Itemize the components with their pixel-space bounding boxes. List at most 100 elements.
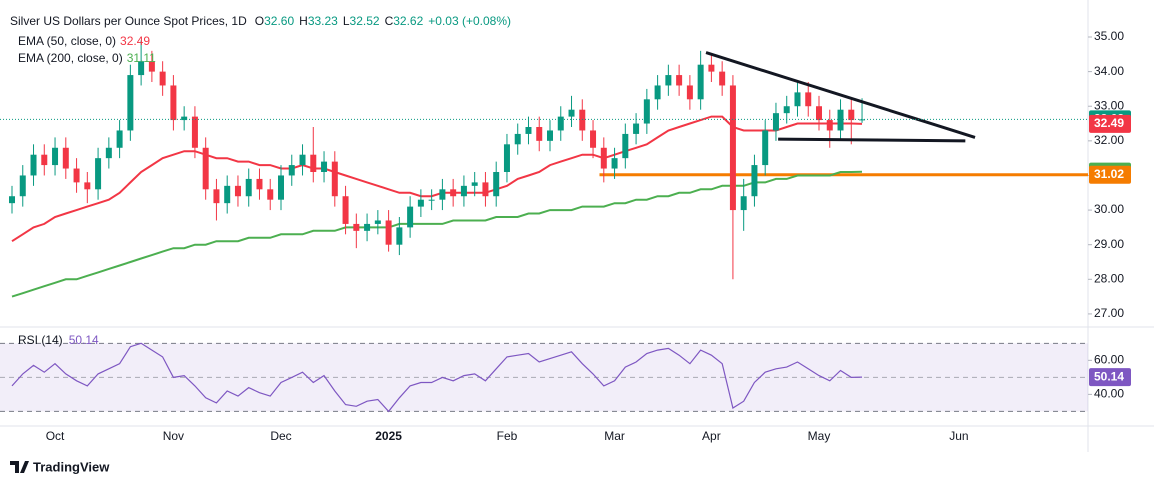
candle-body xyxy=(342,196,349,224)
candle-body xyxy=(364,223,371,231)
candle-body xyxy=(73,168,80,183)
candle-body xyxy=(633,123,640,134)
candle-body xyxy=(697,64,704,100)
candle-body xyxy=(783,106,790,114)
header: Silver US Dollars per Ounce Spot Prices,… xyxy=(10,14,511,28)
candle-body xyxy=(256,178,263,190)
x-tick-label: Dec xyxy=(270,429,291,443)
rsi-value: 50.14 xyxy=(69,333,99,347)
candle-body xyxy=(321,161,328,172)
candle-body xyxy=(439,189,446,200)
candle-body xyxy=(245,178,252,197)
candle-body xyxy=(428,199,435,201)
candle-body xyxy=(267,189,274,200)
candle-body xyxy=(686,85,693,100)
y-tick-label: 27.00 xyxy=(1094,306,1124,320)
candle-body xyxy=(331,161,338,197)
price-tag-label: 50.14 xyxy=(1094,369,1124,383)
price-tag-label: 32.49 xyxy=(1094,116,1124,130)
candle-body xyxy=(170,85,177,121)
y-tick-label: 29.00 xyxy=(1094,237,1124,251)
candle-body xyxy=(643,99,650,124)
marks: 27.0028.0029.0030.0031.0032.0033.0034.00… xyxy=(0,29,1131,443)
rsi-title: RSI (14) xyxy=(18,333,63,347)
candle-body xyxy=(148,61,155,72)
trendline xyxy=(705,51,976,139)
candle-body xyxy=(138,61,145,76)
candle-body xyxy=(740,196,747,211)
candle-body xyxy=(493,172,500,197)
candle-body xyxy=(30,154,37,176)
ohlc-label: O xyxy=(255,14,264,28)
candle-body xyxy=(600,147,607,169)
candle-body xyxy=(525,127,532,134)
legend-name: EMA (50, close, 0) xyxy=(18,34,116,48)
candle-body xyxy=(557,116,564,131)
candle-body xyxy=(417,199,424,207)
candle-body xyxy=(396,227,403,245)
y-tick-label: 28.00 xyxy=(1094,271,1124,285)
legend-entry: EMA (50, close, 0) 32.49 xyxy=(18,34,150,48)
candle-body xyxy=(224,185,231,204)
candle-body xyxy=(278,175,284,200)
price-tag xyxy=(1089,114,1131,133)
brand-name: TradingView xyxy=(33,459,110,474)
candle-body xyxy=(482,182,489,197)
price-tag-label: 31.02 xyxy=(1094,167,1124,181)
ohlc-value: 32.62 xyxy=(393,14,423,28)
ohlc-label: H xyxy=(299,14,308,28)
candle-body xyxy=(310,154,317,172)
candle-body xyxy=(772,113,779,131)
x-tick-label: May xyxy=(808,429,831,443)
legend-name: EMA (200, close, 0) xyxy=(18,51,123,65)
candle-body xyxy=(751,165,758,197)
rsi-line xyxy=(11,342,863,413)
candle-body xyxy=(665,75,672,86)
candle-body xyxy=(450,189,457,197)
y-tick-label: 40.00 xyxy=(1094,387,1124,401)
y-tick-label: 60.00 xyxy=(1094,353,1124,367)
candle-body xyxy=(719,71,726,86)
candle-body xyxy=(590,130,597,148)
candle-body xyxy=(794,92,801,107)
candle-body xyxy=(547,130,553,141)
ohlc-label: L xyxy=(343,14,350,28)
price-tag xyxy=(1089,368,1131,387)
candle-body xyxy=(95,158,102,190)
trendline xyxy=(778,137,966,143)
ema-line xyxy=(11,115,863,243)
y-tick-label: 34.00 xyxy=(1094,64,1124,78)
ohlc-value: +0.03 (+0.08%) xyxy=(428,14,511,28)
candle-body xyxy=(460,185,467,197)
brand-logo xyxy=(10,461,29,473)
candle-body xyxy=(202,147,209,190)
x-tick-label: Apr xyxy=(702,429,721,443)
candle-body xyxy=(622,133,629,159)
y-tick-label: 33.00 xyxy=(1094,98,1124,112)
y-tick-label: 32.00 xyxy=(1094,133,1124,147)
candle-body xyxy=(859,119,866,121)
candle-body xyxy=(708,64,715,72)
candle-body xyxy=(826,120,833,131)
candle-body xyxy=(654,85,661,100)
candle-body xyxy=(503,144,510,172)
candle-body xyxy=(471,182,478,186)
candle-body xyxy=(159,71,166,86)
ema-line xyxy=(11,170,863,298)
ohlc-value: 32.52 xyxy=(350,14,380,28)
candle-body xyxy=(234,185,241,197)
candle-body xyxy=(299,154,306,166)
candle-body xyxy=(837,109,844,131)
x-tick-label: Mar xyxy=(604,429,625,443)
candle-body xyxy=(805,92,812,107)
candle-body xyxy=(353,223,360,231)
y-tick-label: 35.00 xyxy=(1094,29,1124,43)
y-tick-label: 30.00 xyxy=(1094,202,1124,216)
candle-body xyxy=(62,147,69,169)
price-tag xyxy=(1089,165,1131,184)
candle-body xyxy=(105,147,112,159)
candle-body xyxy=(52,147,59,166)
candle-body xyxy=(41,154,48,166)
